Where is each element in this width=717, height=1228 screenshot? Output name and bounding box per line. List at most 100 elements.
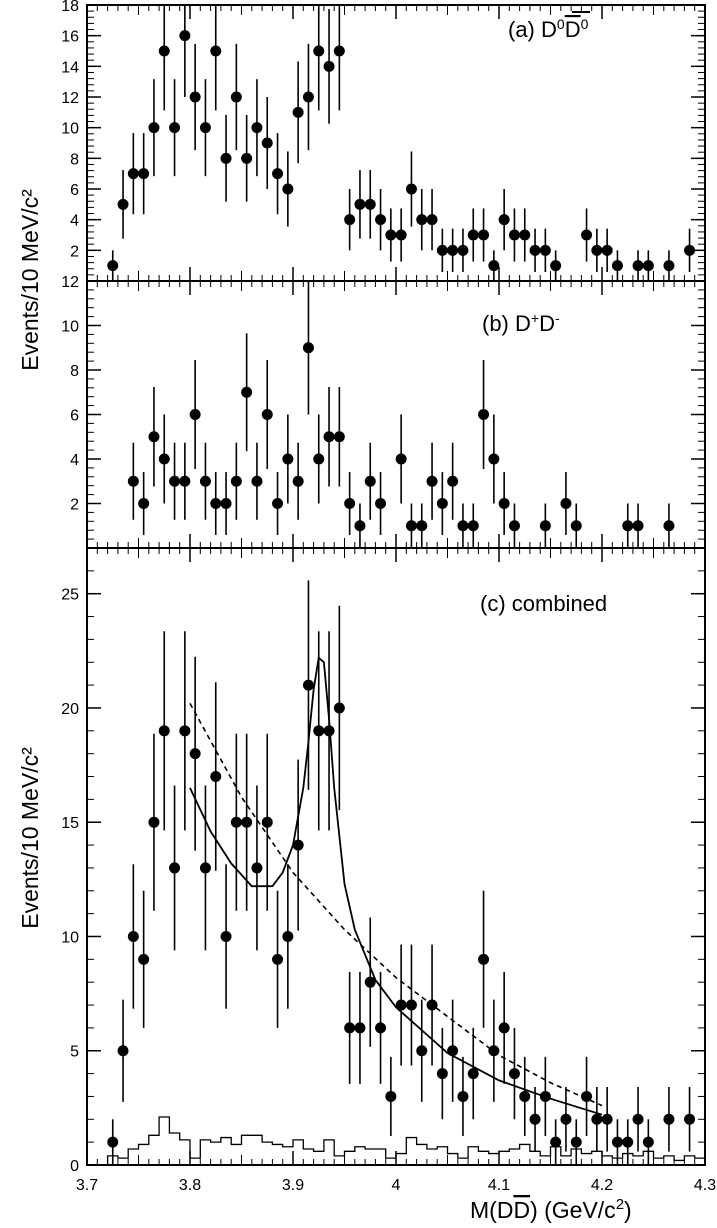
data-point (478, 409, 490, 420)
data-point (354, 1022, 366, 1034)
data-point (333, 702, 345, 714)
data-point (581, 1090, 593, 1102)
data-point (611, 1136, 623, 1148)
data-point (591, 1113, 603, 1125)
data-point (395, 999, 407, 1011)
x-axis-label: M(DD) (GeV/c2) (470, 1196, 632, 1223)
data-point (375, 1022, 387, 1034)
data-point (457, 520, 469, 532)
data-point (447, 244, 459, 256)
data-point (302, 679, 314, 691)
panel-c-label: (c) combined (480, 591, 607, 616)
data-point (447, 475, 459, 487)
data-point (570, 520, 582, 532)
data-point (426, 475, 438, 487)
data-point (241, 816, 253, 828)
data-point (478, 953, 490, 965)
data-point (251, 122, 263, 134)
y-tick-label: 14 (61, 59, 79, 76)
x-tick-label: 4.3 (694, 1177, 716, 1194)
data-point (199, 862, 211, 874)
y-tick-label: 6 (70, 182, 79, 199)
data-point (210, 45, 222, 57)
data-point (508, 229, 520, 241)
data-point (385, 1090, 397, 1102)
data-point (313, 453, 325, 465)
data-point (405, 520, 417, 532)
data-point (498, 214, 510, 226)
data-point (529, 244, 541, 256)
data-point (179, 725, 191, 737)
y-tick-label: 10 (61, 319, 79, 336)
data-point (127, 930, 139, 942)
data-point (622, 520, 634, 532)
x-tick-label: 3.9 (282, 1177, 304, 1194)
data-point (663, 1113, 675, 1125)
y-tick-label: 15 (61, 815, 79, 832)
panel-c-frame (86, 547, 706, 1166)
y-tick-label: 16 (61, 29, 79, 46)
data-point (539, 1090, 551, 1102)
y-tick-label: 25 (61, 587, 79, 604)
y-axis-label-bottom: Events/10 MeV/c² (17, 747, 43, 929)
panel-a-y-ticks: 2 4 6 8 10 12 14 16 18 (61, 0, 705, 282)
panel-a: 2 4 6 8 10 12 14 16 18 (a) D0D0 (61, 0, 706, 282)
data-point (189, 748, 201, 760)
data-point (436, 244, 448, 256)
data-point (292, 106, 304, 118)
data-point (395, 453, 407, 465)
data-point (375, 214, 387, 226)
data-point (272, 498, 284, 509)
data-point (230, 475, 242, 487)
data-point (117, 1045, 129, 1057)
y-tick-label: 2 (70, 497, 79, 514)
data-point (179, 30, 191, 42)
data-point (611, 260, 623, 272)
data-point (385, 229, 397, 241)
data-point (519, 1090, 531, 1102)
data-point (158, 725, 170, 737)
data-point (282, 453, 294, 465)
data-point (138, 953, 150, 965)
data-point (148, 816, 160, 828)
data-point (395, 229, 407, 241)
data-point (354, 520, 366, 532)
data-point (622, 1136, 634, 1148)
x-tick-label: 3.8 (179, 1177, 201, 1194)
panel-a-points (107, 5, 696, 281)
data-point (158, 45, 170, 57)
data-point (107, 1136, 119, 1148)
data-point (199, 122, 211, 134)
data-point (189, 409, 201, 420)
data-point (581, 229, 593, 241)
data-point (261, 409, 273, 420)
data-point (220, 930, 232, 942)
data-point (282, 183, 294, 195)
background-curve-dashed (189, 703, 603, 1107)
data-point (179, 475, 191, 487)
data-point (230, 91, 242, 103)
data-point (344, 498, 356, 509)
data-point (498, 1022, 510, 1034)
y-tick-label: 18 (61, 0, 79, 15)
data-point (539, 244, 551, 256)
data-point (230, 816, 242, 828)
data-point (220, 498, 232, 509)
data-point (467, 229, 479, 241)
data-point (508, 520, 520, 532)
data-point (570, 1136, 582, 1148)
data-point (117, 198, 129, 210)
data-point (550, 260, 562, 272)
data-point (333, 431, 345, 443)
data-point (364, 976, 376, 988)
y-tick-label: 8 (70, 363, 79, 380)
data-point (169, 122, 181, 134)
data-point (632, 1113, 644, 1125)
data-point (416, 520, 428, 532)
data-point (426, 999, 438, 1011)
fit-curve (189, 655, 603, 1116)
data-point (138, 168, 150, 180)
data-point (344, 1022, 356, 1034)
data-point (323, 725, 335, 737)
data-point (169, 862, 181, 874)
